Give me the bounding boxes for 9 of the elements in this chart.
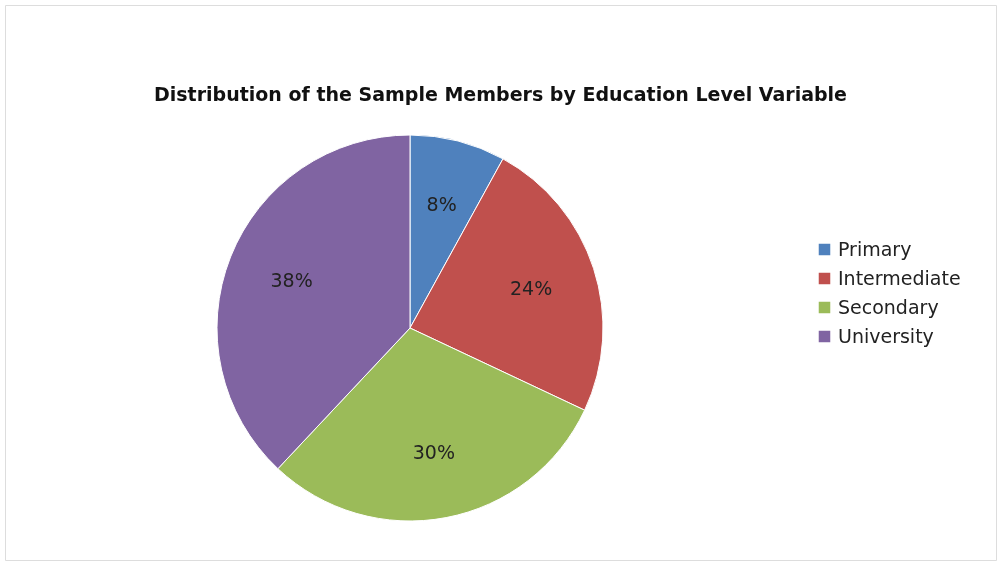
data-label: 38% — [270, 269, 313, 292]
legend-label: University — [838, 324, 934, 347]
data-label: 30% — [412, 441, 455, 464]
legend-label: Intermediate — [838, 266, 961, 289]
data-label: 24% — [510, 276, 553, 299]
legend-label: Secondary — [838, 295, 939, 318]
legend-label: Primary — [838, 237, 912, 260]
data-label: 8% — [426, 192, 457, 215]
chart-title: Distribution of the Sample Members by Education Level Variable — [154, 83, 847, 105]
